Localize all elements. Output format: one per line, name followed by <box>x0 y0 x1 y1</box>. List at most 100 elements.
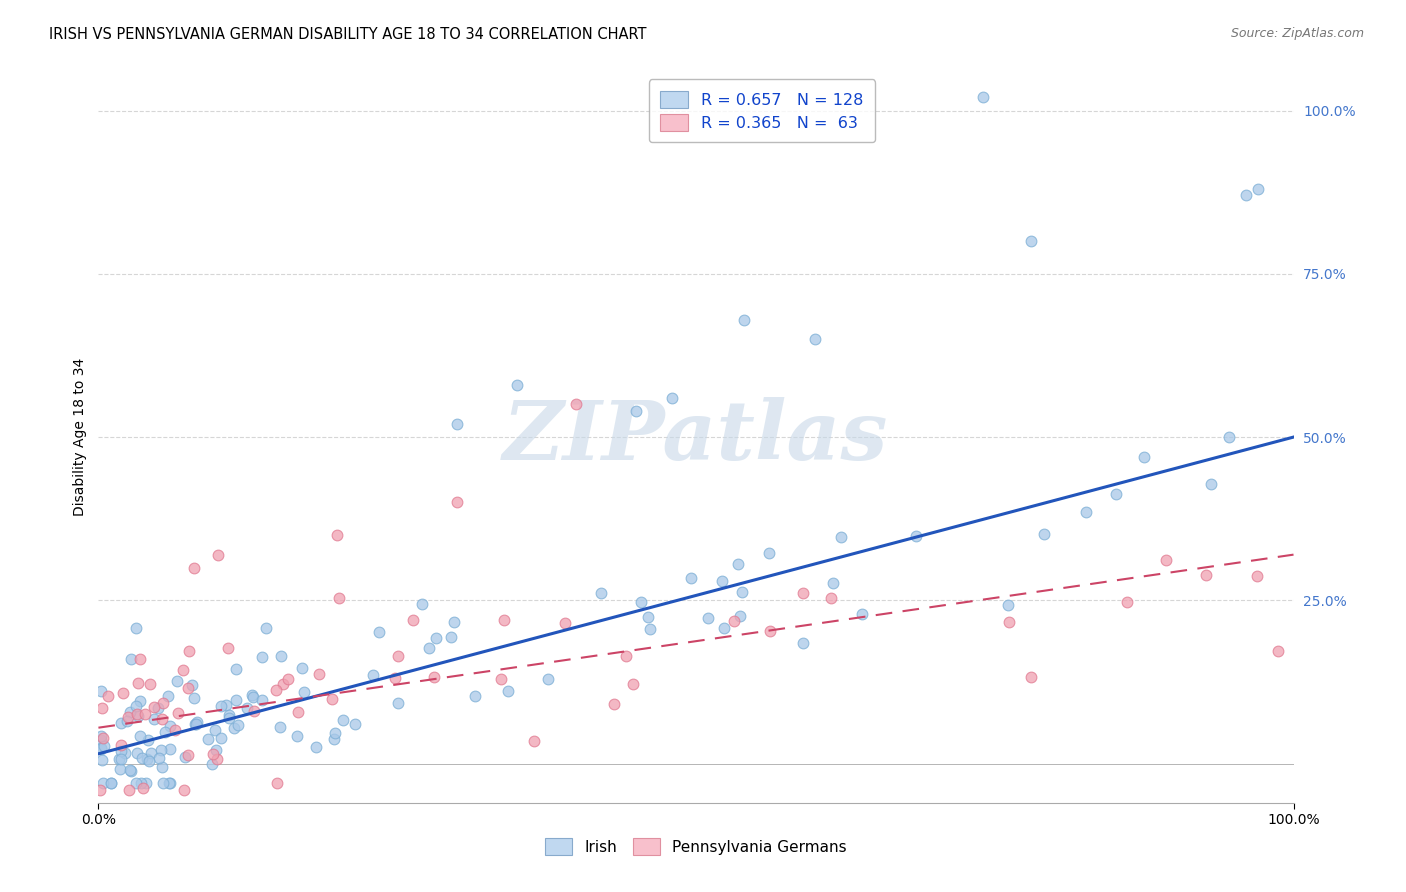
Point <box>120 705 142 719</box>
Point <box>723 614 745 628</box>
Point <box>177 644 200 658</box>
Point <box>148 751 170 765</box>
Point <box>696 610 718 624</box>
Point <box>90 742 112 756</box>
Point <box>90 732 112 747</box>
Point <box>183 716 205 731</box>
Point <box>110 738 132 752</box>
Point <box>361 668 384 682</box>
Point <box>626 404 648 418</box>
Point <box>423 670 446 684</box>
Point <box>614 648 637 663</box>
Point <box>128 729 150 743</box>
Point <box>150 743 173 757</box>
Point <box>90 729 112 743</box>
Point <box>177 681 200 696</box>
Point <box>496 683 519 698</box>
Point <box>129 776 152 790</box>
Point <box>384 671 406 685</box>
Point <box>131 751 153 765</box>
Point <box>328 591 350 605</box>
Point <box>506 377 529 392</box>
Point <box>1156 553 1178 567</box>
Point <box>236 701 259 715</box>
Point <box>100 776 122 790</box>
Point <box>1019 234 1042 248</box>
Point <box>209 731 232 745</box>
Point <box>621 677 644 691</box>
Point <box>401 613 423 627</box>
Point <box>425 631 447 645</box>
Point <box>150 760 173 774</box>
Point <box>630 595 652 609</box>
Point <box>264 683 287 698</box>
Point <box>129 652 152 666</box>
Point <box>118 782 141 797</box>
Point <box>758 546 780 560</box>
Point <box>125 621 148 635</box>
Point <box>464 689 486 703</box>
Point <box>792 585 814 599</box>
Point <box>90 684 112 698</box>
Point <box>271 676 294 690</box>
Point <box>202 747 225 762</box>
Point <box>207 548 229 562</box>
Point <box>209 699 232 714</box>
Point <box>125 699 148 714</box>
Point <box>998 615 1021 630</box>
Point <box>305 739 328 754</box>
Point <box>184 717 207 731</box>
Point <box>321 691 343 706</box>
Point <box>1267 644 1289 658</box>
Point <box>166 673 188 688</box>
Point <box>242 704 264 718</box>
Point <box>110 744 132 758</box>
Point <box>172 663 194 677</box>
Point <box>565 397 588 411</box>
Point <box>323 732 346 747</box>
Point <box>252 650 274 665</box>
Point <box>821 576 844 591</box>
Point <box>250 693 273 707</box>
Point <box>387 649 409 664</box>
Point <box>1194 568 1216 582</box>
Point <box>905 529 928 543</box>
Point <box>108 751 131 765</box>
Point <box>820 591 842 606</box>
Point <box>125 776 148 790</box>
Point <box>91 701 114 715</box>
Point <box>679 571 702 585</box>
Point <box>135 752 157 766</box>
Point <box>589 586 612 600</box>
Point <box>159 719 181 733</box>
Point <box>554 615 576 630</box>
Point <box>1116 595 1139 609</box>
Point <box>108 762 131 776</box>
Point <box>218 711 240 725</box>
Point <box>287 705 309 719</box>
Point <box>93 739 115 754</box>
Point <box>159 776 181 790</box>
Point <box>132 780 155 795</box>
Point <box>197 731 219 746</box>
Point <box>110 752 132 766</box>
Point <box>225 662 247 676</box>
Point <box>1234 188 1257 202</box>
Point <box>177 747 200 762</box>
Point <box>727 557 749 571</box>
Point <box>254 621 277 635</box>
Point <box>270 648 292 663</box>
Point <box>183 560 205 574</box>
Point <box>728 609 751 624</box>
Point <box>440 630 463 644</box>
Point <box>731 585 754 599</box>
Point <box>207 752 229 766</box>
Text: IRISH VS PENNSYLVANIA GERMAN DISABILITY AGE 18 TO 34 CORRELATION CHART: IRISH VS PENNSYLVANIA GERMAN DISABILITY … <box>49 27 647 42</box>
Point <box>153 725 176 739</box>
Point <box>446 495 468 509</box>
Point <box>1076 505 1098 519</box>
Point <box>603 697 626 711</box>
Point <box>661 391 683 405</box>
Point <box>215 698 238 713</box>
Point <box>804 332 827 346</box>
